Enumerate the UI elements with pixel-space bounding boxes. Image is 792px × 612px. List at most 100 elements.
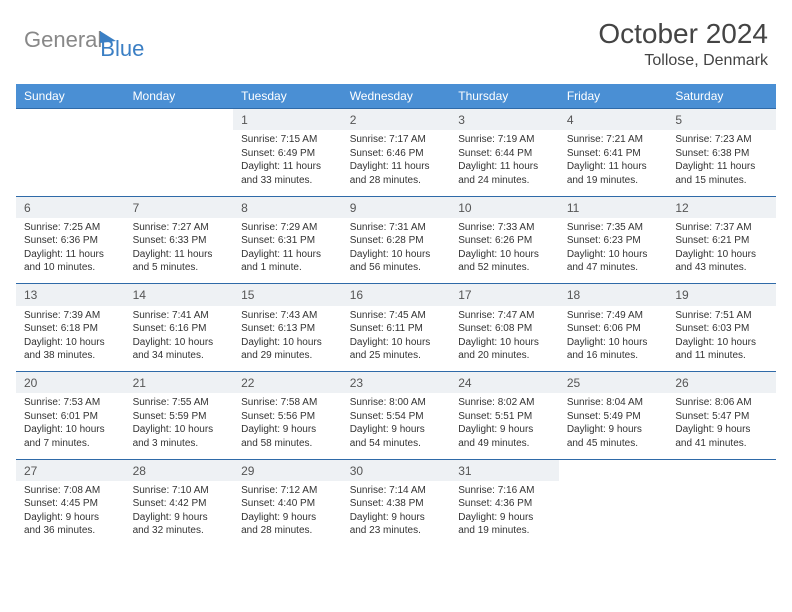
sunrise-text: Sunrise: 8:00 AM bbox=[350, 396, 443, 410]
daylight-text: Daylight: 10 hours bbox=[350, 336, 443, 350]
day-number: 20 bbox=[24, 376, 37, 390]
day-content-cell: Sunrise: 7:17 AMSunset: 6:46 PMDaylight:… bbox=[342, 130, 451, 196]
day-number-cell: 31 bbox=[450, 459, 559, 481]
day-number-cell: 13 bbox=[16, 284, 125, 306]
daylight-text: and 3 minutes. bbox=[133, 437, 226, 451]
day-number: 17 bbox=[458, 288, 471, 302]
day-content-cell: Sunrise: 7:39 AMSunset: 6:18 PMDaylight:… bbox=[16, 306, 125, 372]
day-content-cell: Sunrise: 7:19 AMSunset: 6:44 PMDaylight:… bbox=[450, 130, 559, 196]
day-number: 30 bbox=[350, 464, 363, 478]
day-number-cell: 10 bbox=[450, 196, 559, 218]
day-number-cell: 2 bbox=[342, 109, 451, 131]
sunset-text: Sunset: 6:26 PM bbox=[458, 234, 551, 248]
day-header: Sunday bbox=[16, 84, 125, 109]
day-content-cell: Sunrise: 8:00 AMSunset: 5:54 PMDaylight:… bbox=[342, 393, 451, 459]
header: General Blue October 2024 Tollose, Denma… bbox=[0, 0, 792, 78]
daylight-text: Daylight: 9 hours bbox=[241, 423, 334, 437]
day-content-cell: Sunrise: 7:37 AMSunset: 6:21 PMDaylight:… bbox=[667, 218, 776, 284]
logo-blue: Blue bbox=[100, 36, 144, 62]
daylight-text: and 43 minutes. bbox=[675, 261, 768, 275]
daylight-text: Daylight: 10 hours bbox=[24, 423, 117, 437]
day-number-cell: 3 bbox=[450, 109, 559, 131]
sunset-text: Sunset: 6:31 PM bbox=[241, 234, 334, 248]
sunrise-text: Sunrise: 7:43 AM bbox=[241, 309, 334, 323]
day-content-cell: Sunrise: 7:49 AMSunset: 6:06 PMDaylight:… bbox=[559, 306, 668, 372]
daylight-text: and 33 minutes. bbox=[241, 174, 334, 188]
daylight-text: Daylight: 10 hours bbox=[133, 336, 226, 350]
day-number-cell: 16 bbox=[342, 284, 451, 306]
day-number-cell: 18 bbox=[559, 284, 668, 306]
day-content-cell: Sunrise: 7:29 AMSunset: 6:31 PMDaylight:… bbox=[233, 218, 342, 284]
sunrise-text: Sunrise: 7:25 AM bbox=[24, 221, 117, 235]
day-number: 1 bbox=[241, 113, 248, 127]
daynum-row: 6789101112 bbox=[16, 196, 776, 218]
daylight-text: and 38 minutes. bbox=[24, 349, 117, 363]
daylight-text: Daylight: 9 hours bbox=[567, 423, 660, 437]
day-number: 4 bbox=[567, 113, 574, 127]
content-row: Sunrise: 7:08 AMSunset: 4:45 PMDaylight:… bbox=[16, 481, 776, 547]
day-content-cell: Sunrise: 7:23 AMSunset: 6:38 PMDaylight:… bbox=[667, 130, 776, 196]
day-content-cell: Sunrise: 7:55 AMSunset: 5:59 PMDaylight:… bbox=[125, 393, 234, 459]
day-number: 19 bbox=[675, 288, 688, 302]
sunset-text: Sunset: 6:21 PM bbox=[675, 234, 768, 248]
day-content-cell: Sunrise: 7:51 AMSunset: 6:03 PMDaylight:… bbox=[667, 306, 776, 372]
day-number-cell: 12 bbox=[667, 196, 776, 218]
day-number-cell: 19 bbox=[667, 284, 776, 306]
sunrise-text: Sunrise: 8:04 AM bbox=[567, 396, 660, 410]
day-content-cell: Sunrise: 7:58 AMSunset: 5:56 PMDaylight:… bbox=[233, 393, 342, 459]
sunrise-text: Sunrise: 7:29 AM bbox=[241, 221, 334, 235]
daylight-text: Daylight: 11 hours bbox=[675, 160, 768, 174]
day-number-cell: 4 bbox=[559, 109, 668, 131]
sunset-text: Sunset: 4:36 PM bbox=[458, 497, 551, 511]
sunrise-text: Sunrise: 7:16 AM bbox=[458, 484, 551, 498]
day-number-cell: 20 bbox=[16, 372, 125, 394]
content-row: Sunrise: 7:25 AMSunset: 6:36 PMDaylight:… bbox=[16, 218, 776, 284]
daylight-text: Daylight: 10 hours bbox=[458, 336, 551, 350]
day-number: 25 bbox=[567, 376, 580, 390]
day-number-cell: 1 bbox=[233, 109, 342, 131]
daylight-text: Daylight: 11 hours bbox=[567, 160, 660, 174]
day-number: 23 bbox=[350, 376, 363, 390]
day-number: 28 bbox=[133, 464, 146, 478]
daylight-text: and 19 minutes. bbox=[458, 524, 551, 538]
day-header: Thursday bbox=[450, 84, 559, 109]
day-number-cell: 15 bbox=[233, 284, 342, 306]
daylight-text: and 36 minutes. bbox=[24, 524, 117, 538]
sunset-text: Sunset: 4:40 PM bbox=[241, 497, 334, 511]
sunset-text: Sunset: 5:51 PM bbox=[458, 410, 551, 424]
sunset-text: Sunset: 6:44 PM bbox=[458, 147, 551, 161]
sunset-text: Sunset: 6:41 PM bbox=[567, 147, 660, 161]
day-number: 14 bbox=[133, 288, 146, 302]
day-number: 29 bbox=[241, 464, 254, 478]
daylight-text: and 49 minutes. bbox=[458, 437, 551, 451]
day-number-cell: 7 bbox=[125, 196, 234, 218]
day-number: 7 bbox=[133, 201, 140, 215]
sunset-text: Sunset: 6:13 PM bbox=[241, 322, 334, 336]
day-header: Wednesday bbox=[342, 84, 451, 109]
daylight-text: Daylight: 10 hours bbox=[350, 248, 443, 262]
day-number: 27 bbox=[24, 464, 37, 478]
day-content-cell: Sunrise: 7:14 AMSunset: 4:38 PMDaylight:… bbox=[342, 481, 451, 547]
sunrise-text: Sunrise: 7:10 AM bbox=[133, 484, 226, 498]
daylight-text: and 24 minutes. bbox=[458, 174, 551, 188]
sunset-text: Sunset: 4:38 PM bbox=[350, 497, 443, 511]
day-number-cell: 30 bbox=[342, 459, 451, 481]
day-number: 2 bbox=[350, 113, 357, 127]
sunset-text: Sunset: 5:47 PM bbox=[675, 410, 768, 424]
sunrise-text: Sunrise: 7:23 AM bbox=[675, 133, 768, 147]
sunrise-text: Sunrise: 7:19 AM bbox=[458, 133, 551, 147]
daylight-text: and 34 minutes. bbox=[133, 349, 226, 363]
day-number: 6 bbox=[24, 201, 31, 215]
sunrise-text: Sunrise: 7:49 AM bbox=[567, 309, 660, 323]
day-number: 9 bbox=[350, 201, 357, 215]
sunset-text: Sunset: 4:42 PM bbox=[133, 497, 226, 511]
day-number: 16 bbox=[350, 288, 363, 302]
sunrise-text: Sunrise: 7:31 AM bbox=[350, 221, 443, 235]
day-content-cell: Sunrise: 7:25 AMSunset: 6:36 PMDaylight:… bbox=[16, 218, 125, 284]
daylight-text: Daylight: 9 hours bbox=[675, 423, 768, 437]
sunrise-text: Sunrise: 7:37 AM bbox=[675, 221, 768, 235]
sunrise-text: Sunrise: 7:51 AM bbox=[675, 309, 768, 323]
day-number-cell: 27 bbox=[16, 459, 125, 481]
sunset-text: Sunset: 6:16 PM bbox=[133, 322, 226, 336]
daylight-text: Daylight: 11 hours bbox=[241, 248, 334, 262]
